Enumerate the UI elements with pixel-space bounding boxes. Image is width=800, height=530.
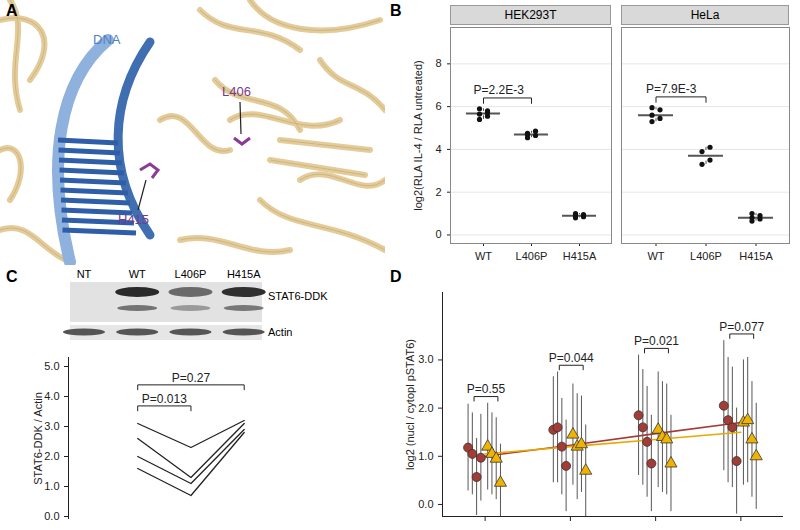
svg-text:4: 4 <box>435 143 441 155</box>
html-text:A: A <box>6 2 18 19</box>
svg-text:3.0: 3.0 <box>418 353 433 365</box>
svg-text:L406P: L406P <box>516 250 548 262</box>
svg-text:P=0.013: P=0.013 <box>142 392 187 406</box>
svg-text:2: 2 <box>435 186 441 198</box>
svg-text:NT: NT <box>77 270 92 280</box>
svg-text:H415: H415 <box>118 212 149 227</box>
svg-text:0: 0 <box>435 228 441 240</box>
svg-text:Actin: Actin <box>268 326 292 338</box>
svg-text:L406P: L406P <box>690 250 722 262</box>
svg-text:WT: WT <box>647 250 664 262</box>
svg-text:H415A: H415A <box>739 250 773 262</box>
html-text:HeLa: HeLa <box>690 8 720 22</box>
svg-text:0.0: 0.0 <box>418 498 433 510</box>
svg-text:5.0: 5.0 <box>44 360 59 372</box>
svg-text:WT: WT <box>475 250 492 262</box>
html-text:HEK293T: HEK293T <box>504 8 557 22</box>
svg-text:P=2.2E-3: P=2.2E-3 <box>474 83 525 97</box>
svg-text:P=7.9E-3: P=7.9E-3 <box>646 82 697 96</box>
svg-text:DNA: DNA <box>93 32 121 47</box>
svg-text:8: 8 <box>435 57 441 69</box>
svg-text:6: 6 <box>435 100 441 112</box>
svg-text:H415A: H415A <box>227 270 261 280</box>
svg-text:STAT6-DDK / Actin: STAT6-DDK / Actin <box>32 392 44 485</box>
svg-text:2.0: 2.0 <box>44 450 59 462</box>
svg-text:1.0: 1.0 <box>44 480 59 492</box>
svg-text:P=0.27: P=0.27 <box>172 371 211 385</box>
html-text:D: D <box>390 268 402 285</box>
svg-text:P=0.077: P=0.077 <box>719 320 764 334</box>
svg-text:P=0.021: P=0.021 <box>634 334 679 348</box>
svg-text:3.0: 3.0 <box>44 420 59 432</box>
svg-text:2.0: 2.0 <box>418 402 433 414</box>
svg-text:P=0.55: P=0.55 <box>467 382 506 396</box>
svg-text:4.0: 4.0 <box>44 390 59 402</box>
svg-text:H415A: H415A <box>563 250 597 262</box>
svg-text:1.0: 1.0 <box>418 450 433 462</box>
svg-text:0.0: 0.0 <box>44 510 59 522</box>
svg-text:P=0.044: P=0.044 <box>549 351 594 365</box>
html-text:B: B <box>390 2 402 19</box>
svg-text:L406P: L406P <box>175 270 207 280</box>
svg-text:STAT6-DDK: STAT6-DDK <box>268 290 328 302</box>
svg-text:WT: WT <box>129 270 146 280</box>
svg-text:log2 (nucl / cytopl pSTAT6): log2 (nucl / cytopl pSTAT6) <box>404 339 416 470</box>
svg-text:log2(RLA IL-4 / RLA untreated): log2(RLA IL-4 / RLA untreated) <box>412 60 424 210</box>
html-text:C: C <box>6 268 18 285</box>
svg-text:L406: L406 <box>222 84 251 99</box>
